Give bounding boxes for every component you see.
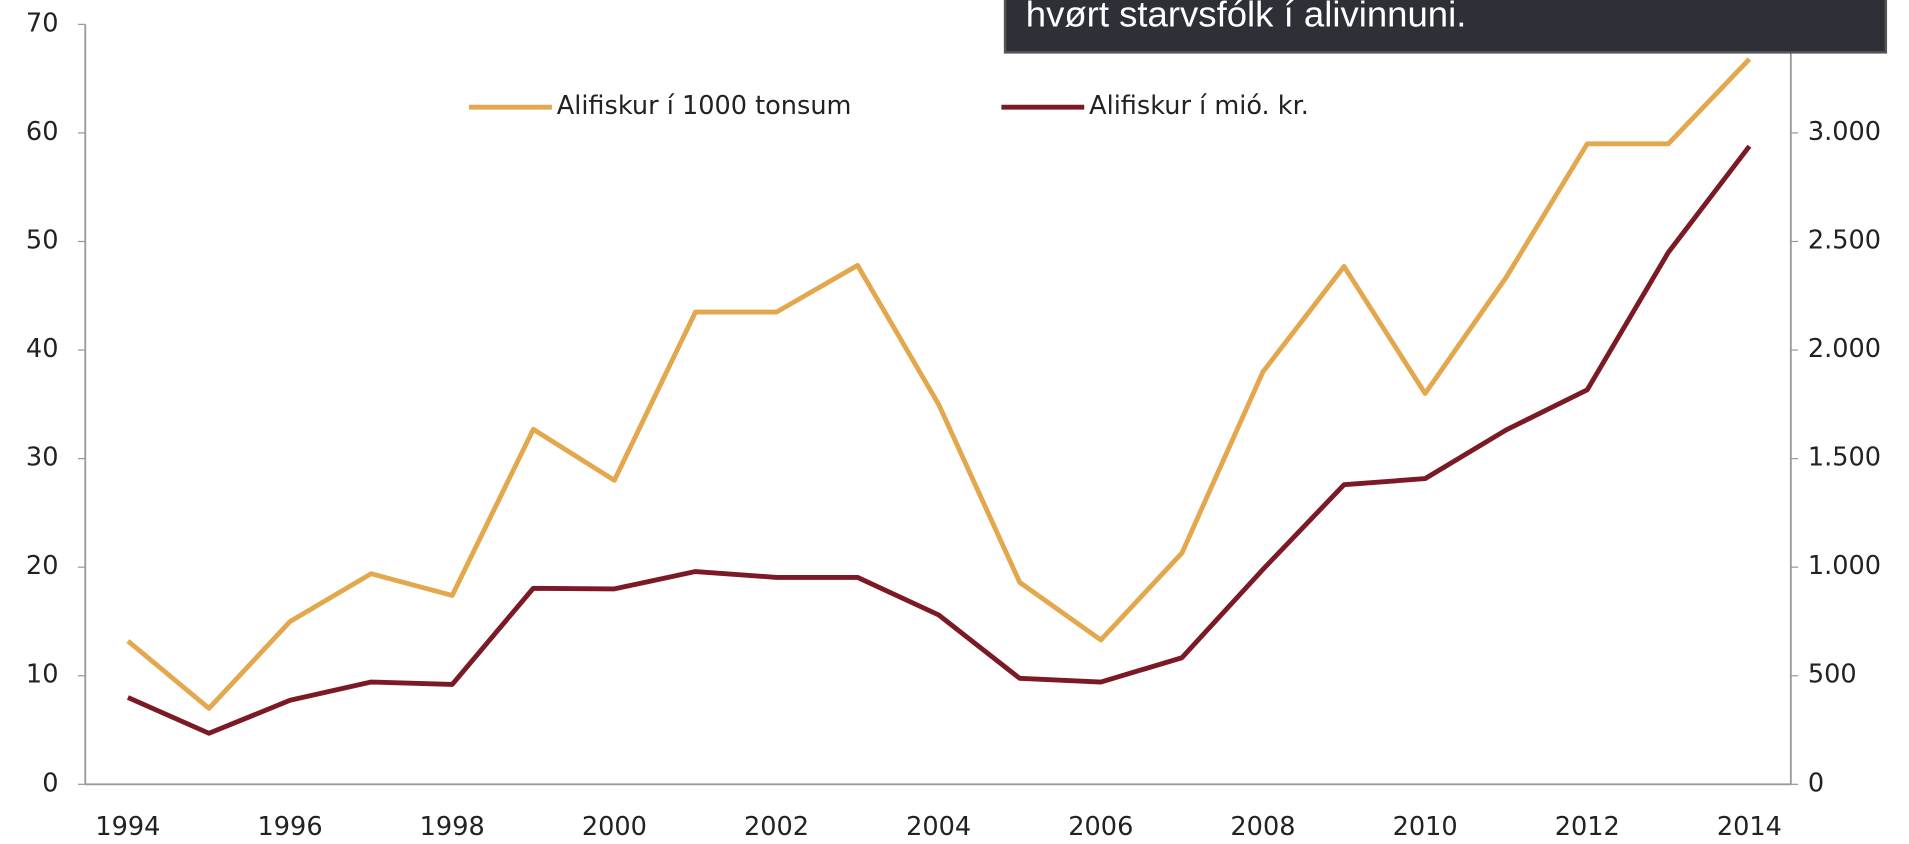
x-tick-label: 2000 xyxy=(582,812,647,842)
x-tick-label: 2014 xyxy=(1717,812,1782,842)
y-tick-label: 0 xyxy=(42,768,58,798)
x-tick-label: 2012 xyxy=(1555,812,1620,842)
y-tick-label: 50 xyxy=(26,225,59,255)
y2-tick-label: 2.000 xyxy=(1808,334,1881,364)
y2-tick-label: 3.000 xyxy=(1808,117,1881,147)
legend-label: Alifiskur í mió. kr. xyxy=(1089,91,1309,121)
x-tick-label: 1994 xyxy=(95,812,160,842)
x-tick-label: 2002 xyxy=(744,812,809,842)
x-tick-label: 1996 xyxy=(258,812,323,842)
y2-tick-label: 1.000 xyxy=(1808,551,1881,581)
y2-tick-label: 0 xyxy=(1808,768,1824,798)
legend-label: Alifiskur í 1000 tonsum xyxy=(557,91,852,121)
y-tick-label: 20 xyxy=(26,551,59,581)
y2-tick-label: 2.500 xyxy=(1808,225,1881,255)
line-series xyxy=(126,57,1752,711)
y-tick-label: 70 xyxy=(26,8,59,38)
y2-tick-label: 500 xyxy=(1808,660,1857,690)
y2-tick-label: 1.500 xyxy=(1808,443,1881,473)
x-tick-label: 2004 xyxy=(906,812,971,842)
x-tick-label: 2010 xyxy=(1393,812,1458,842)
annotation-box xyxy=(1003,0,1888,54)
line-series xyxy=(126,144,1752,736)
annotation: hvørt starvsfólk í alivinnuni. xyxy=(1026,0,1467,35)
y-tick-label: 60 xyxy=(26,117,59,147)
y-tick-label: 10 xyxy=(26,660,59,690)
x-tick-label: 1998 xyxy=(420,812,485,842)
y-tick-label: 40 xyxy=(26,334,59,364)
x-tick-label: 2008 xyxy=(1230,812,1295,842)
y-tick-label: 30 xyxy=(26,443,59,473)
x-tick-label: 2006 xyxy=(1068,812,1133,842)
